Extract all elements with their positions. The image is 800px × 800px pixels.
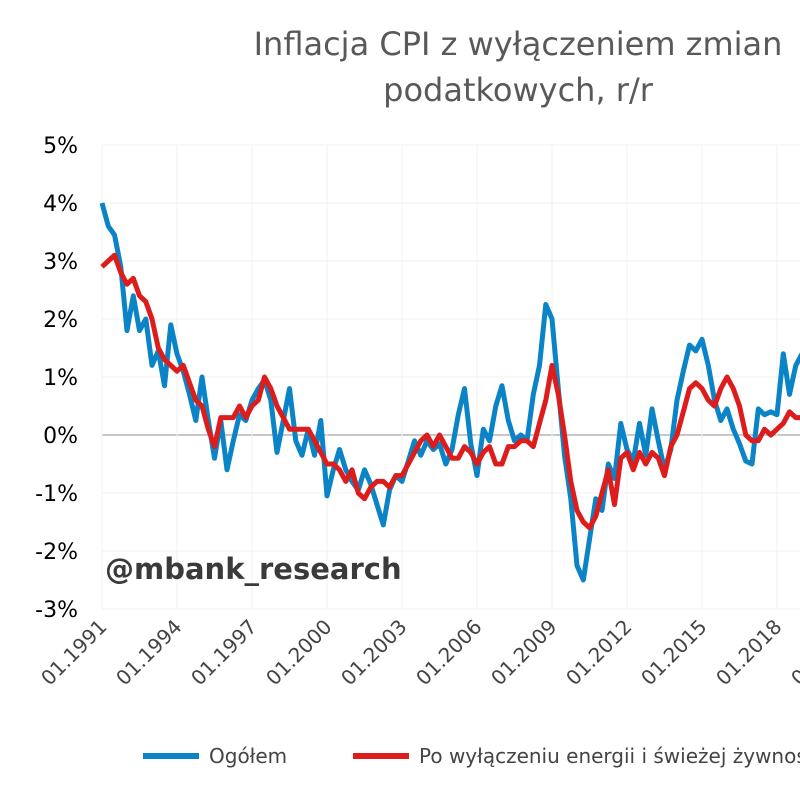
x-tick-label: 01.2015 (636, 615, 711, 690)
legend-label: Po wyłączeniu energii i świeżej żywności (419, 744, 800, 768)
x-tick-label: 01.2018 (711, 615, 786, 690)
y-tick-label: 4% (43, 192, 78, 217)
x-tick-label: 01.2021 (786, 615, 800, 690)
y-tick-label: -3% (35, 598, 78, 623)
x-tick-label: 01.2000 (261, 615, 336, 690)
y-tick-label: -1% (35, 482, 78, 507)
legend-swatch-blue (143, 753, 199, 759)
legend-item-ogolem: Ogółem (143, 744, 287, 768)
x-tick-label: 01.2003 (336, 615, 411, 690)
x-tick-label: 01.2009 (486, 615, 561, 690)
y-tick-label: 5% (43, 134, 78, 159)
watermark: @mbank_research (105, 552, 402, 586)
series-line-core (100, 252, 800, 531)
chart-title-line-2: podatkowych, r/r (383, 71, 653, 109)
legend-swatch-red (353, 753, 409, 759)
y-tick-label: 1% (43, 366, 78, 391)
x-tick-label: 01.1991 (36, 615, 111, 690)
x-tick-label: 01.2012 (561, 615, 636, 690)
legend-label: Ogółem (209, 744, 288, 768)
y-tick-label: -2% (35, 540, 78, 565)
x-tick-label: 01.1997 (186, 615, 261, 690)
y-tick-label: 3% (43, 250, 78, 275)
x-tick-label: 01.1994 (111, 615, 186, 690)
y-tick-label: 0% (43, 424, 78, 449)
legend-item-core: Po wyłączeniu energii i świeżej żywności (353, 744, 800, 768)
y-tick-label: 2% (43, 308, 78, 333)
x-tick-label: 01.2006 (411, 615, 486, 690)
series-line-ogolem (99, 202, 800, 583)
chart-title-line-1: Inflacja CPI z wyłączeniem zmian (253, 25, 783, 63)
